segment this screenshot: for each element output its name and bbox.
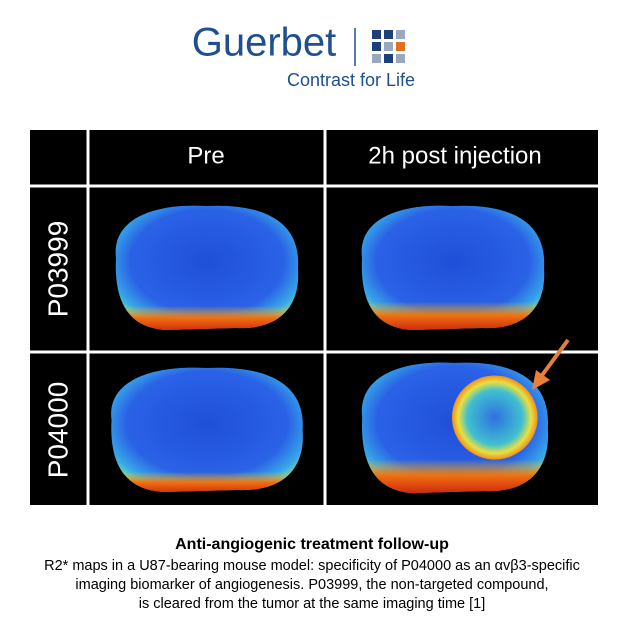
row-header: P04000 [42, 382, 73, 479]
r2-map [111, 367, 303, 492]
logo-icon [372, 30, 405, 63]
brand: Guerbet [192, 21, 337, 65]
tagline: Contrast for Life [287, 70, 415, 90]
column-header: 2h post injection [368, 142, 541, 169]
caption-title: Anti-angiogenic treatment follow-up [175, 536, 449, 553]
caption-line: is cleared from the tumor at the same im… [139, 596, 486, 612]
row-header: P03999 [42, 221, 73, 318]
r2-map [115, 205, 299, 330]
caption-line: imaging biomarker of angiogenesis. P0399… [75, 577, 548, 593]
column-header: Pre [187, 142, 224, 169]
panel-grid [30, 130, 598, 505]
r2-map [361, 205, 545, 330]
arrow [532, 338, 570, 390]
r2-map [361, 362, 549, 494]
caption-line: R2* maps in a U87-bearing mouse model: s… [44, 558, 580, 574]
